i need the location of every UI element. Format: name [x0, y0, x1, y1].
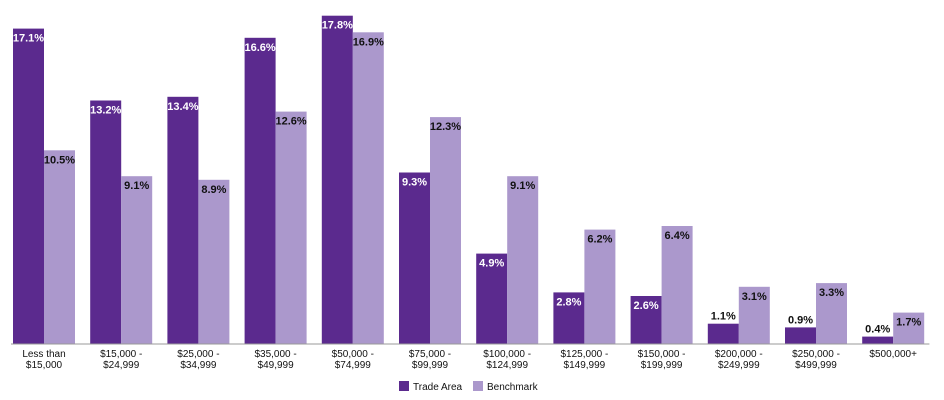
legend-swatch-benchmark	[473, 381, 483, 391]
bar-trade-area-8	[630, 296, 662, 344]
bar-label-trade-area-3: 16.6%	[244, 42, 275, 54]
bar-label-benchmark-1: 9.1%	[124, 180, 149, 192]
x-tick-labels-group: Less than $15,000 $15,000 -$24,999 $25,000 …	[22, 349, 917, 371]
bar-label-benchmark-9: 3.1%	[742, 291, 767, 303]
x-tick-label-0: Less than $15,000	[22, 349, 65, 371]
x-tick-label-11: $500,000+	[869, 349, 917, 360]
bars-group	[13, 15, 925, 345]
bar-benchmark-2	[198, 179, 230, 344]
bar-trade-area-11	[862, 336, 894, 344]
bar-benchmark-0	[44, 150, 75, 344]
bar-label-trade-area-10: 0.9%	[788, 314, 813, 326]
legend: Trade Area Benchmark	[399, 381, 539, 393]
bar-benchmark-9	[738, 286, 770, 344]
bar-benchmark-5	[430, 117, 461, 344]
x-tick-label-6: $100,000 -$124,999	[483, 349, 531, 371]
bar-trade-area-1	[90, 100, 122, 344]
bar-trade-area-10	[785, 327, 816, 344]
bar-label-trade-area-9: 1.1%	[711, 311, 736, 323]
bar-label-trade-area-2: 13.4%	[167, 101, 198, 113]
bar-label-trade-area-5: 9.3%	[402, 177, 427, 189]
x-tick-label-3: $35,000 -$49,999	[254, 349, 296, 371]
x-tick-label-9: $200,000 -$249,999	[715, 349, 763, 371]
bar-trade-area-9	[707, 323, 739, 344]
bar-benchmark-4	[352, 32, 384, 345]
bar-benchmark-6	[507, 176, 539, 344]
x-tick-label-4: $50,000 -$74,999	[332, 349, 374, 371]
bar-label-trade-area-11: 0.4%	[865, 324, 890, 336]
bar-label-benchmark-7: 6.2%	[587, 234, 612, 246]
bar-benchmark-1	[121, 176, 153, 344]
x-tick-label-5: $75,000 -$99,999	[409, 349, 451, 371]
bar-benchmark-3	[275, 111, 307, 344]
bar-label-benchmark-10: 3.3%	[819, 287, 844, 299]
bar-label-benchmark-8: 6.4%	[665, 230, 690, 242]
bar-label-trade-area-4: 17.8%	[322, 20, 353, 32]
bar-label-benchmark-4: 16.9%	[353, 36, 384, 48]
bar-label-trade-area-8: 2.6%	[634, 300, 659, 312]
bar-trade-area-0	[13, 28, 44, 344]
bar-trade-area-5	[399, 172, 430, 344]
bar-label-benchmark-11: 1.7%	[896, 317, 921, 329]
bar-label-trade-area-1: 13.2%	[90, 105, 121, 117]
legend-label-benchmark: Benchmark	[487, 382, 539, 393]
bar-label-benchmark-6: 9.1%	[510, 180, 535, 192]
x-tick-label-8: $150,000 -$199,999	[638, 349, 686, 371]
bar-label-benchmark-2: 8.9%	[201, 184, 226, 196]
bar-label-trade-area-7: 2.8%	[556, 296, 581, 308]
bar-labels-group: 17.1% 10.5% 13.2% 9.1% 13.4% 8.9% 16.6% 12.6% 17…	[13, 20, 922, 336]
bar-benchmark-11	[893, 312, 925, 344]
bar-label-trade-area-6: 4.9%	[479, 258, 504, 270]
x-tick-label-2: $25,000 -$34,999	[177, 349, 219, 371]
bar-trade-area-6	[476, 253, 508, 344]
x-tick-label-1: $15,000 -$24,999	[100, 349, 142, 371]
bar-trade-area-2	[167, 96, 199, 344]
bar-trade-area-4	[321, 15, 353, 344]
bar-benchmark-8	[661, 226, 693, 344]
bar-label-trade-area-0: 17.1%	[13, 33, 44, 45]
bar-trade-area-3	[244, 37, 276, 345]
bar-trade-area-7	[553, 292, 585, 344]
legend-label-trade-area: Trade Area	[413, 382, 463, 393]
bar-benchmark-7	[584, 229, 616, 344]
bar-benchmark-10	[816, 283, 847, 344]
bar-label-benchmark-3: 12.6%	[275, 116, 306, 128]
x-tick-label-10: $250,000 -$499,999	[792, 349, 840, 371]
bar-label-benchmark-5: 12.3%	[430, 121, 461, 133]
bar-label-benchmark-0: 10.5%	[44, 154, 75, 166]
legend-swatch-trade-area	[399, 381, 409, 391]
x-tick-label-7: $125,000 -$149,999	[560, 349, 608, 371]
